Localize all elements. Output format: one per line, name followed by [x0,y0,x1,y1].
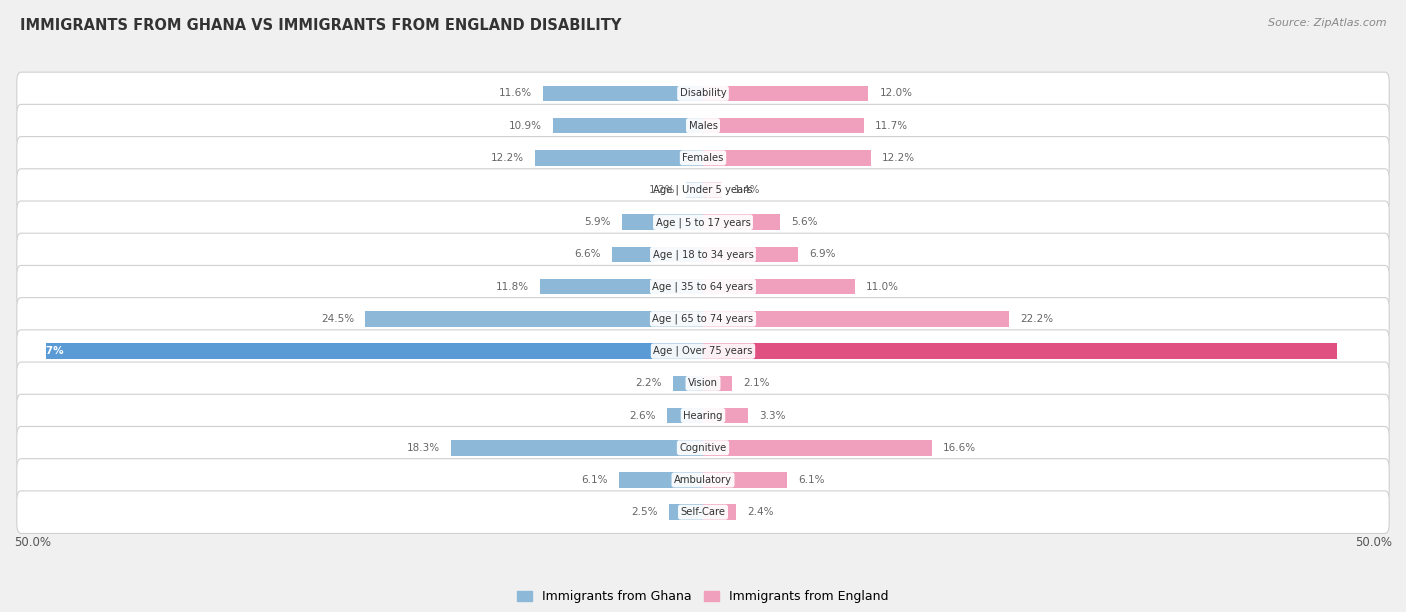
Bar [686,182,703,198]
Text: 5.6%: 5.6% [792,217,818,227]
FancyBboxPatch shape [17,105,1389,147]
Bar [543,86,703,101]
Bar [703,118,865,133]
Text: 47.7%: 47.7% [28,346,65,356]
Text: 2.6%: 2.6% [630,411,657,420]
FancyBboxPatch shape [17,427,1389,469]
Text: Ambulatory: Ambulatory [673,475,733,485]
Bar [703,247,799,263]
Text: 11.8%: 11.8% [496,282,530,292]
Text: 10.9%: 10.9% [509,121,541,130]
Text: 2.1%: 2.1% [742,378,769,388]
Bar [668,408,703,424]
Text: Age | Over 75 years: Age | Over 75 years [654,346,752,356]
Text: 1.4%: 1.4% [734,185,759,195]
Text: 3.3%: 3.3% [759,411,786,420]
Legend: Immigrants from Ghana, Immigrants from England: Immigrants from Ghana, Immigrants from E… [512,585,894,608]
Bar [703,214,780,230]
FancyBboxPatch shape [17,491,1389,534]
FancyBboxPatch shape [17,266,1389,308]
Text: 50.0%: 50.0% [14,536,51,549]
Bar [534,150,703,166]
Bar [540,279,703,294]
Bar [703,182,723,198]
Bar [703,408,748,424]
Text: 5.9%: 5.9% [583,217,610,227]
Text: Vision: Vision [688,378,718,388]
FancyBboxPatch shape [17,136,1389,179]
Bar [703,440,932,455]
FancyBboxPatch shape [17,169,1389,211]
Bar [703,343,1337,359]
Text: Males: Males [689,121,717,130]
Bar [612,247,703,263]
Text: 11.7%: 11.7% [875,121,908,130]
Bar [619,472,703,488]
Text: Age | 35 to 64 years: Age | 35 to 64 years [652,282,754,292]
Text: 12.2%: 12.2% [491,153,524,163]
Bar [553,118,703,133]
Bar [621,214,703,230]
Bar [703,150,872,166]
Text: Age | 65 to 74 years: Age | 65 to 74 years [652,313,754,324]
Text: 6.1%: 6.1% [582,475,607,485]
Text: IMMIGRANTS FROM GHANA VS IMMIGRANTS FROM ENGLAND DISABILITY: IMMIGRANTS FROM GHANA VS IMMIGRANTS FROM… [20,18,621,34]
Bar [451,440,703,455]
Text: 16.6%: 16.6% [943,442,976,453]
Bar [46,343,703,359]
Text: 12.2%: 12.2% [882,153,915,163]
Bar [669,504,703,520]
Text: 6.1%: 6.1% [799,475,824,485]
Text: Self-Care: Self-Care [681,507,725,517]
FancyBboxPatch shape [17,297,1389,340]
Text: 11.6%: 11.6% [499,88,531,99]
Bar [703,376,733,391]
Text: 18.3%: 18.3% [406,442,440,453]
Text: 2.5%: 2.5% [631,507,658,517]
Text: 24.5%: 24.5% [322,314,354,324]
FancyBboxPatch shape [17,458,1389,501]
Text: Age | Under 5 years: Age | Under 5 years [654,185,752,195]
Text: 12.0%: 12.0% [879,88,912,99]
Bar [46,343,703,359]
Text: 2.4%: 2.4% [747,507,773,517]
Bar [703,504,737,520]
FancyBboxPatch shape [17,233,1389,276]
Text: 46.0%: 46.0% [1341,346,1378,356]
FancyBboxPatch shape [17,394,1389,437]
Text: 6.6%: 6.6% [575,250,600,259]
Text: Source: ZipAtlas.com: Source: ZipAtlas.com [1268,18,1386,28]
Bar [703,86,869,101]
Text: Females: Females [682,153,724,163]
Text: Hearing: Hearing [683,411,723,420]
Bar [672,376,703,391]
Text: 2.2%: 2.2% [636,378,662,388]
FancyBboxPatch shape [17,362,1389,405]
Text: 11.0%: 11.0% [866,282,898,292]
FancyBboxPatch shape [17,201,1389,244]
Text: Disability: Disability [679,88,727,99]
Bar [366,311,703,327]
Text: 22.2%: 22.2% [1019,314,1053,324]
FancyBboxPatch shape [17,330,1389,372]
FancyBboxPatch shape [17,72,1389,114]
Text: 6.9%: 6.9% [808,250,835,259]
Text: Age | 5 to 17 years: Age | 5 to 17 years [655,217,751,228]
Text: 1.2%: 1.2% [650,185,675,195]
Text: Cognitive: Cognitive [679,442,727,453]
Text: Age | 18 to 34 years: Age | 18 to 34 years [652,249,754,259]
Bar [703,343,1337,359]
Bar [703,279,855,294]
Bar [703,472,787,488]
Bar [703,311,1010,327]
Text: 50.0%: 50.0% [1355,536,1392,549]
